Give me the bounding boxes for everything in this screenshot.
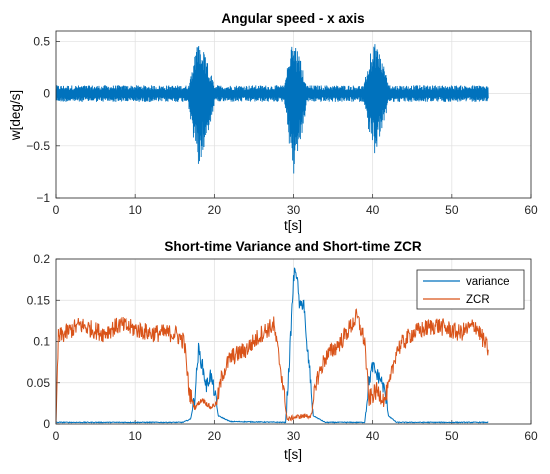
y-tick-labels: 0 0.05 0.1 0.15 0.2 (27, 252, 51, 431)
legend-label-zcr: ZCR (466, 294, 490, 306)
x-tick-label: 30 (287, 429, 301, 443)
x-axis-label: t[s] (284, 218, 302, 233)
variance-zcr-chart: 0 10 20 30 40 50 60 0 0.05 0.1 0.15 0.2 Short-time… (27, 239, 538, 462)
chart-title: Short-time Variance and Short-time ZCR (164, 239, 422, 254)
variance-series-line (55, 267, 489, 424)
angular-speed-chart: 0 10 20 30 40 50 60 −1 −0.5 0 0.5 Angular speed -… (8, 11, 538, 233)
zcr-series-line (55, 308, 489, 423)
x-axis-label: t[s] (284, 447, 302, 462)
y-tick-label: 0.15 (27, 293, 51, 307)
y-tick-label: 0.5 (33, 34, 50, 48)
x-tick-labels: 0 10 20 30 40 50 60 (53, 203, 538, 217)
x-tick-label: 30 (287, 203, 301, 217)
x-tick-labels: 0 10 20 30 40 50 60 (53, 429, 538, 443)
y-tick-labels: −1 −0.5 0 0.5 (26, 34, 50, 205)
x-tick-label: 40 (366, 429, 380, 443)
legend: variance ZCR (416, 269, 525, 310)
y-axis-label: w[deg/s] (8, 90, 23, 141)
series-layer (55, 267, 489, 424)
x-tick-label: 20 (208, 429, 222, 443)
x-tick-label: 10 (128, 203, 142, 217)
axes-box (55, 30, 532, 199)
x-tick-label: 0 (53, 203, 60, 217)
x-tick-label: 60 (524, 429, 538, 443)
legend-box (416, 269, 525, 310)
x-tick-label: 0 (53, 429, 60, 443)
angular-speed-series-line (55, 44, 489, 174)
x-tick-label: 40 (366, 203, 380, 217)
x-tick-label: 50 (445, 203, 459, 217)
y-tick-label: −1 (36, 191, 50, 205)
x-tick-label: 10 (128, 429, 142, 443)
legend-label-variance: variance (466, 276, 509, 288)
y-tick-label: 0 (43, 417, 50, 431)
series-layer (55, 44, 489, 174)
x-tick-label: 50 (445, 429, 459, 443)
y-tick-label: 0.05 (27, 376, 51, 390)
x-tick-label: 60 (524, 203, 538, 217)
chart-title: Angular speed - x axis (221, 11, 364, 26)
y-tick-label: −0.5 (26, 139, 50, 153)
x-tick-label: 20 (208, 203, 222, 217)
y-tick-label: 0.1 (33, 335, 50, 349)
axes-box (55, 258, 532, 425)
y-tick-label: 0 (43, 87, 50, 101)
y-tick-label: 0.2 (33, 252, 50, 266)
